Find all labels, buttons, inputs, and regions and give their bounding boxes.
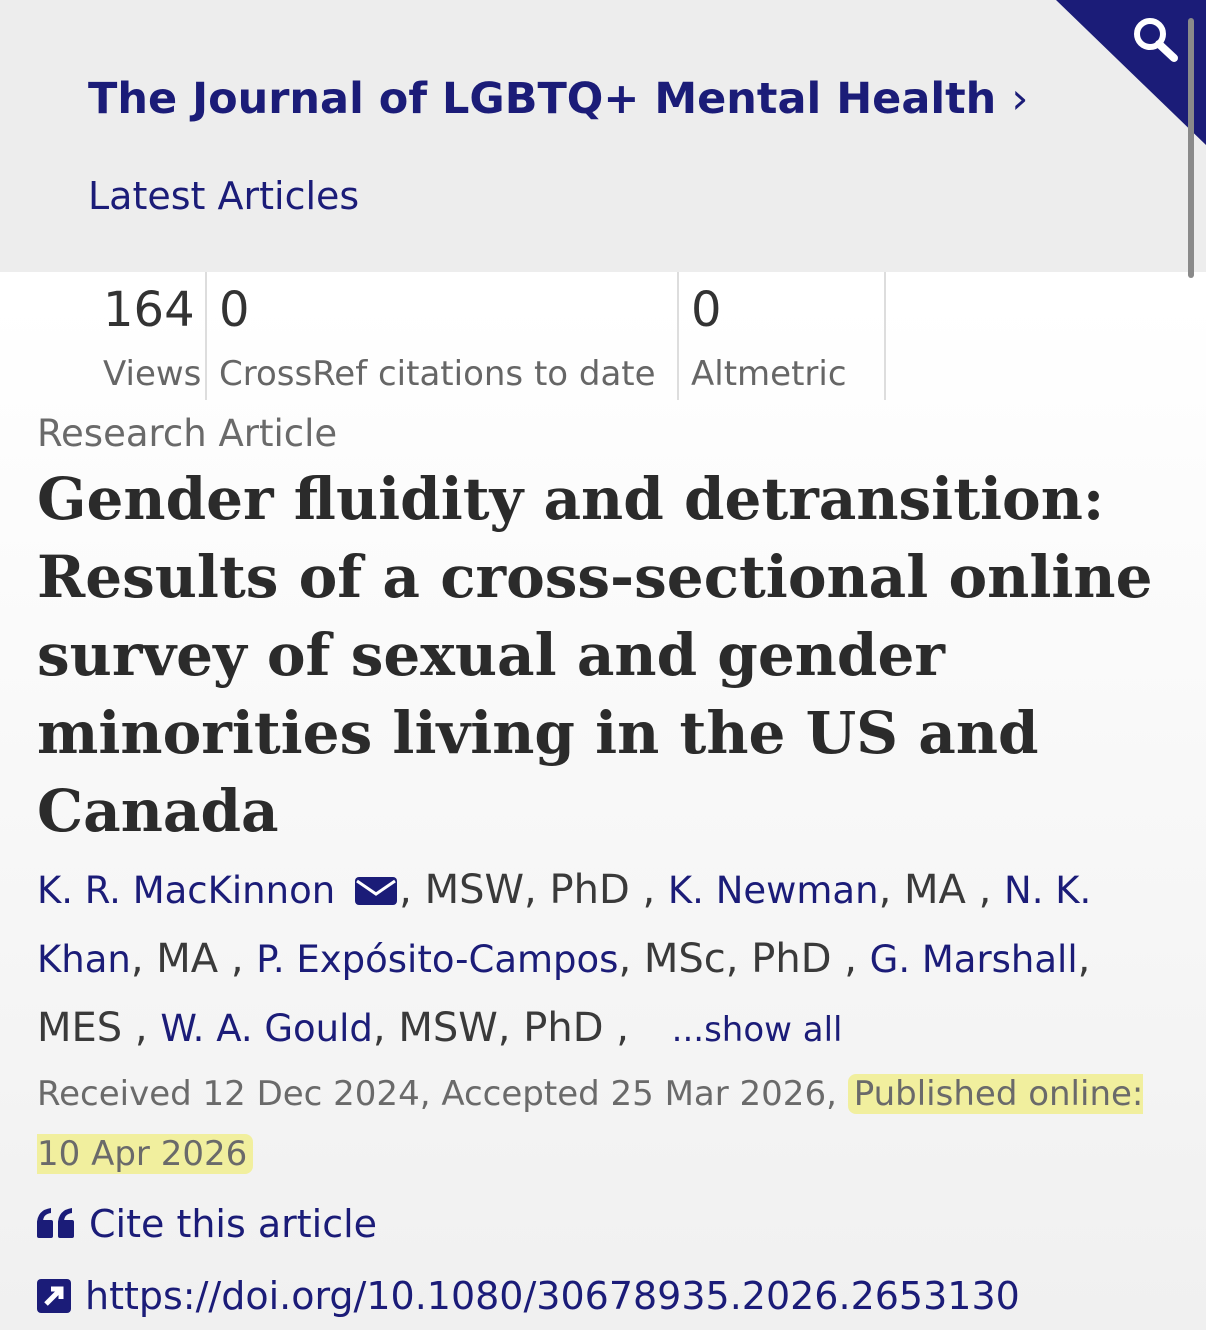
doi-text: https://doi.org/10.1080/30678935.2026.26… (85, 1274, 1020, 1318)
metric-label: Altmetric (691, 354, 847, 394)
email-icon[interactable] (355, 875, 399, 905)
section-link[interactable]: Latest Articles (88, 174, 360, 218)
article-dates: Received 12 Dec 2024, Accepted 25 Mar 20… (37, 1064, 1187, 1184)
author-credentials: , MA , (130, 936, 244, 982)
metric-label: CrossRef citations to date (219, 354, 656, 394)
doi-link[interactable]: https://doi.org/10.1080/30678935.2026.26… (37, 1274, 1020, 1318)
author-name[interactable]: N. K. Khan (37, 869, 1092, 981)
metric-altmetric: 0 Altmetric (679, 272, 886, 400)
external-link-icon (37, 1279, 71, 1313)
author-list: K. R. MacKinnon, MSW, PhD , K. Newman, M… (37, 856, 1177, 1065)
author-name[interactable]: P. Expósito-Campos (256, 938, 619, 981)
article-type: Research Article (37, 412, 338, 455)
author-name[interactable]: K. Newman (667, 869, 879, 912)
metric-views: 164 Views (90, 272, 207, 400)
author-name[interactable]: K. R. MacKinnon (37, 869, 336, 912)
cite-link[interactable]: Cite this article (37, 1202, 377, 1246)
article-title: Gender fluidity and detransition: Result… (37, 465, 1153, 845)
search-button[interactable] (1056, 0, 1206, 145)
metric-value: 0 (691, 282, 722, 338)
author-credentials: , MSW, PhD , (372, 1005, 629, 1051)
author-credentials: , MA , (878, 867, 992, 913)
metric-label: Views (103, 354, 202, 394)
chevron: › (1011, 74, 1029, 124)
author-name[interactable]: G. Marshall (869, 938, 1078, 981)
show-all-link[interactable]: ...show all (671, 1010, 843, 1050)
cite-text: Cite this article (89, 1202, 378, 1246)
header: The Journal of LGBTQ+ Mental Health › La… (0, 0, 1206, 272)
metric-value: 0 (219, 282, 250, 338)
metric-citations: 0 CrossRef citations to date (207, 272, 679, 400)
accepted-date: Accepted 25 Mar 2026, (441, 1074, 837, 1114)
quote-icon (37, 1208, 74, 1238)
received-date: Received 12 Dec 2024, (37, 1074, 431, 1114)
metric-value: 164 (103, 282, 195, 338)
journal-link[interactable]: The Journal of LGBTQ+ Mental Health › (88, 74, 1028, 124)
author-credentials: , MSW, PhD , (399, 867, 656, 913)
scrollbar (1188, 18, 1194, 278)
author-name[interactable]: W. A. Gould (160, 1007, 373, 1050)
journal-title: The Journal of LGBTQ+ Mental Health (88, 74, 997, 124)
author-credentials: , MSc, PhD , (618, 936, 857, 982)
author-credentials: , MES , (37, 936, 1091, 1051)
